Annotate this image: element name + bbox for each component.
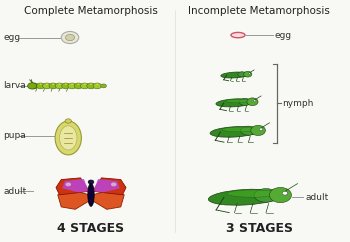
- Ellipse shape: [254, 189, 278, 202]
- Circle shape: [84, 83, 86, 85]
- Circle shape: [259, 128, 263, 130]
- Polygon shape: [93, 178, 126, 195]
- Circle shape: [36, 83, 45, 89]
- Ellipse shape: [227, 190, 279, 197]
- Polygon shape: [93, 179, 120, 192]
- Circle shape: [77, 83, 79, 85]
- Ellipse shape: [210, 127, 259, 137]
- Text: Complete Metamorphosis: Complete Metamorphosis: [24, 6, 158, 16]
- Circle shape: [87, 83, 95, 89]
- Circle shape: [270, 187, 292, 203]
- Ellipse shape: [55, 121, 81, 155]
- Circle shape: [30, 83, 38, 89]
- Circle shape: [71, 83, 73, 85]
- Ellipse shape: [231, 32, 245, 38]
- Ellipse shape: [88, 183, 94, 206]
- Ellipse shape: [225, 99, 252, 103]
- Circle shape: [65, 182, 71, 186]
- Circle shape: [40, 83, 42, 85]
- Circle shape: [282, 191, 287, 195]
- Circle shape: [90, 83, 92, 85]
- Circle shape: [248, 73, 250, 74]
- Ellipse shape: [238, 72, 247, 77]
- Polygon shape: [58, 190, 89, 209]
- Circle shape: [244, 71, 252, 77]
- Text: larva: larva: [4, 81, 26, 91]
- Circle shape: [49, 83, 57, 89]
- Circle shape: [65, 83, 67, 85]
- Circle shape: [80, 83, 89, 89]
- Ellipse shape: [216, 99, 253, 107]
- Text: 4 STAGES: 4 STAGES: [57, 222, 125, 235]
- Circle shape: [61, 31, 79, 44]
- Ellipse shape: [221, 72, 248, 78]
- Circle shape: [251, 125, 266, 136]
- Circle shape: [28, 83, 37, 89]
- Text: pupa: pupa: [4, 131, 26, 140]
- Polygon shape: [93, 190, 124, 209]
- Circle shape: [52, 83, 54, 85]
- Ellipse shape: [208, 189, 282, 205]
- Circle shape: [247, 98, 258, 106]
- Text: 3 STAGES: 3 STAGES: [225, 222, 293, 235]
- Text: egg: egg: [4, 33, 21, 42]
- Circle shape: [88, 180, 94, 184]
- Circle shape: [74, 83, 83, 89]
- Text: adult: adult: [4, 187, 27, 196]
- Circle shape: [65, 34, 75, 41]
- Text: Incomplete Metamorphosis: Incomplete Metamorphosis: [188, 6, 330, 16]
- Circle shape: [65, 119, 71, 123]
- Ellipse shape: [60, 126, 77, 150]
- Polygon shape: [62, 179, 89, 192]
- Circle shape: [93, 83, 102, 89]
- Polygon shape: [56, 178, 89, 195]
- Circle shape: [253, 100, 256, 102]
- Circle shape: [96, 83, 98, 85]
- Circle shape: [68, 83, 76, 89]
- Circle shape: [33, 83, 35, 85]
- Circle shape: [55, 83, 64, 89]
- Circle shape: [111, 182, 117, 186]
- Ellipse shape: [239, 98, 251, 105]
- Circle shape: [101, 84, 106, 88]
- Circle shape: [46, 83, 48, 85]
- Circle shape: [43, 83, 51, 89]
- Ellipse shape: [241, 126, 256, 135]
- Text: nymph: nymph: [282, 99, 313, 108]
- Ellipse shape: [222, 127, 257, 132]
- Text: egg: egg: [275, 30, 292, 40]
- Text: adult: adult: [305, 193, 329, 202]
- Circle shape: [62, 83, 70, 89]
- Circle shape: [58, 83, 61, 85]
